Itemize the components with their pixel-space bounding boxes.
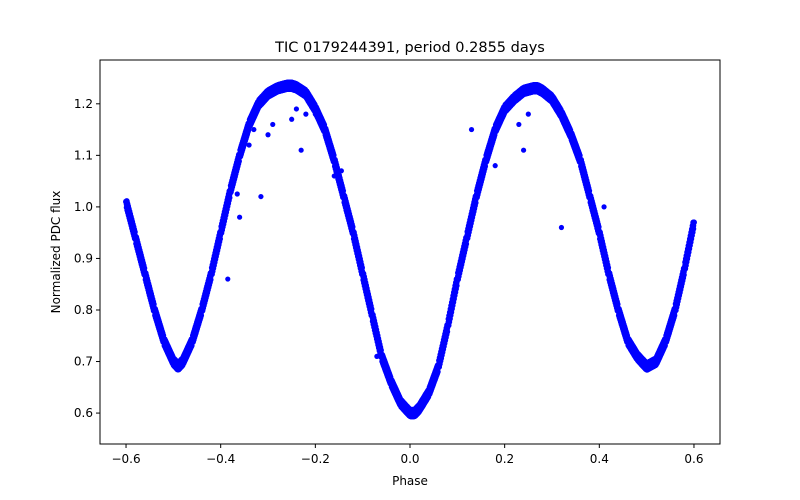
data-point [671, 312, 678, 319]
outlier-point [601, 204, 607, 210]
outlier-point [237, 214, 243, 220]
outlier-point [520, 147, 527, 153]
outlier-point [336, 178, 342, 184]
x-tick-label: −0.2 [301, 452, 330, 466]
data-point [482, 163, 489, 170]
y-tick-label: 0.9 [74, 251, 93, 265]
outlier-point [558, 224, 565, 231]
y-tick-label: 1.0 [74, 200, 93, 214]
x-tick-label: 0.0 [400, 452, 419, 466]
outlier-point [246, 142, 252, 148]
y-tick-label: 1.2 [74, 97, 93, 111]
x-tick-label: −0.6 [111, 452, 140, 466]
data-point [434, 368, 441, 375]
outlier-point [525, 111, 531, 117]
y-tick-label: 0.7 [74, 355, 93, 369]
y-axis: 0.6 0.7 0.8 0.9 1.0 1.1 1.2 [74, 97, 100, 420]
data-point [472, 199, 479, 206]
data-point [217, 235, 224, 242]
data-point [680, 271, 687, 278]
x-tick-label: 0.6 [684, 452, 703, 466]
outlier-point [265, 132, 271, 138]
x-tick-label: 0.4 [590, 452, 609, 466]
outlier-point [312, 111, 318, 117]
data-point [463, 240, 470, 247]
outlier-point [338, 168, 344, 174]
data-point [226, 194, 233, 201]
outlier-point [331, 173, 337, 179]
x-axis: −0.6 −0.4 −0.2 0.0 0.2 0.4 0.6 [111, 444, 704, 466]
outlier-point [293, 106, 300, 112]
data-point [444, 328, 451, 335]
data-point [690, 225, 697, 232]
outlier-point [251, 126, 257, 133]
x-tick-label: 0.2 [495, 452, 514, 466]
outlier-point [298, 147, 304, 153]
y-axis-label: Normalized PDC flux [49, 191, 63, 314]
outlier-point [303, 111, 309, 117]
data-point [207, 276, 214, 283]
data-points [123, 79, 697, 420]
x-axis-label: Phase [392, 474, 428, 488]
y-tick-label: 1.1 [74, 148, 93, 162]
outlier-point [270, 121, 276, 128]
data-point [453, 282, 460, 289]
y-tick-label: 0.6 [74, 406, 93, 420]
outlier-point [374, 353, 380, 359]
outlier-point [516, 121, 522, 128]
outlier-point [289, 116, 295, 122]
y-tick-label: 0.8 [74, 303, 93, 317]
outlier-point [468, 126, 475, 133]
outlier-point [225, 276, 231, 282]
data-point [235, 158, 242, 165]
x-tick-label: −0.4 [206, 452, 235, 466]
outlier-point [234, 191, 240, 197]
outlier-point [492, 163, 498, 169]
data-point [198, 312, 205, 319]
outlier-point [258, 193, 264, 200]
chart-title: TIC 0179244391, period 0.2855 days [274, 40, 545, 56]
